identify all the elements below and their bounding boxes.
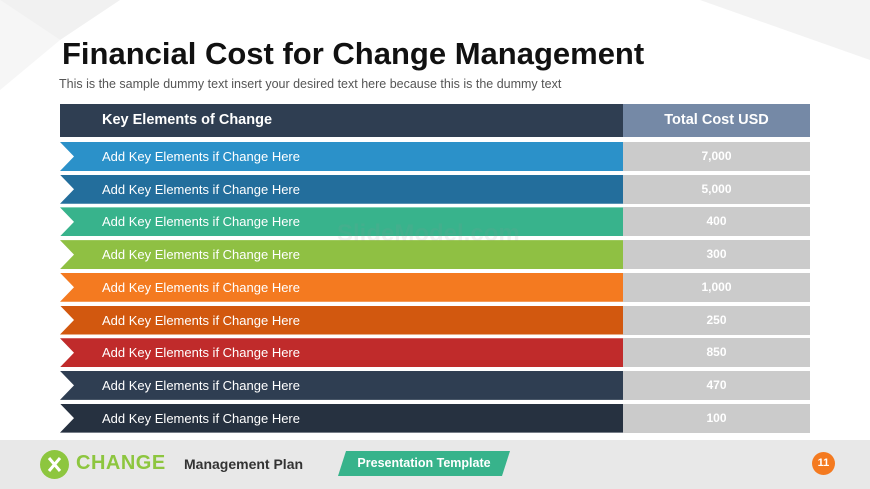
table-row: Add Key Elements if Change Here 7,000 <box>60 142 810 171</box>
row-label: Add Key Elements if Change Here <box>102 214 300 230</box>
row-color-band <box>60 207 623 237</box>
row-label: Add Key Elements if Change Here <box>102 279 300 295</box>
row-cost-value: 470 <box>623 370 810 400</box>
row-color-band <box>60 142 623 171</box>
table-row: Add Key Elements if Change Here 400 <box>60 207 810 237</box>
table-row: Add Key Elements if Change Here 300 <box>60 240 810 270</box>
watermark: SlideModel.com <box>337 220 520 247</box>
table-row: Add Key Elements if Change Here 470 <box>60 370 810 400</box>
row-label: Add Key Elements if Change Here <box>102 345 300 361</box>
table-row: Add Key Elements if Change Here 850 <box>60 338 810 368</box>
row-color-band <box>60 305 623 335</box>
row-color-band <box>60 370 623 400</box>
row-label: Add Key Elements if Change Here <box>102 181 300 197</box>
row-color-band <box>60 403 623 433</box>
row-cost-value: 1,000 <box>623 272 810 302</box>
footer-bar: CHANGE Management Plan Presentation Temp… <box>0 440 870 489</box>
row-cost-value: 7,000 <box>623 142 810 171</box>
header-key-elements: Key Elements of Change <box>60 104 623 137</box>
row-label: Add Key Elements if Change Here <box>102 377 300 393</box>
management-plan-text: Management Plan <box>184 456 304 472</box>
table-row: Add Key Elements if Change Here 100 <box>60 403 810 433</box>
row-cost-value: 400 <box>623 207 810 237</box>
row-color-band <box>60 174 623 204</box>
header-total-cost: Total Cost USD <box>623 104 810 137</box>
row-label: Add Key Elements if Change Here <box>102 149 300 164</box>
row-cost-value: 250 <box>623 305 810 335</box>
row-cost-value: 850 <box>623 338 810 368</box>
row-color-band <box>60 272 623 302</box>
presentation-template-badge: Presentation Template <box>338 451 510 476</box>
change-logo-icon <box>40 450 69 479</box>
row-label: Add Key Elements if Change Here <box>102 410 300 426</box>
page-title: Financial Cost for Change Management <box>62 36 645 71</box>
table-row: Add Key Elements if Change Here 250 <box>60 305 810 335</box>
row-cost-value: 5,000 <box>623 174 810 204</box>
cost-table: Key Elements of Change Total Cost USD Ad… <box>60 104 810 433</box>
logo-text: CHANGE <box>76 452 166 474</box>
row-label: Add Key Elements if Change Here <box>102 247 300 263</box>
row-color-band <box>60 338 623 368</box>
page-number: 11 <box>812 452 835 475</box>
table-row: Add Key Elements if Change Here 5,000 <box>60 174 810 204</box>
page-subtitle: This is the sample dummy text insert you… <box>59 77 562 91</box>
row-color-band <box>60 240 623 270</box>
table-row: Add Key Elements if Change Here 1,000 <box>60 272 810 302</box>
table-header: Key Elements of Change Total Cost USD <box>60 104 810 137</box>
row-cost-value: 100 <box>623 403 810 433</box>
row-label: Add Key Elements if Change Here <box>102 312 300 328</box>
row-cost-value: 300 <box>623 240 810 270</box>
